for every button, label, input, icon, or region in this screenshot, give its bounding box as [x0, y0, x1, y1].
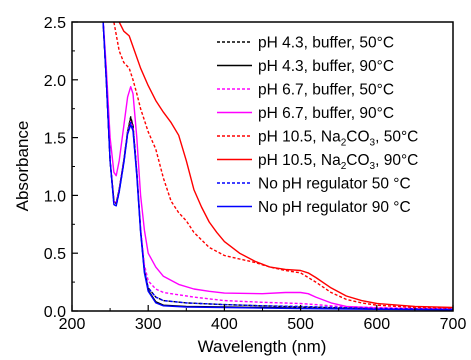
legend-label-part: CO	[346, 152, 369, 169]
legend-label-2: pH 4.3, buffer, 90°C	[258, 58, 394, 75]
y-tick-label: 1.5	[44, 131, 66, 148]
x-tick-label: 700	[440, 316, 467, 333]
legend-label-part: pH 4.3, buffer, 90°C	[258, 58, 394, 75]
legend-label-part: pH 6.7, buffer, 90°C	[258, 105, 394, 122]
series-line-8	[102, 22, 453, 311]
legend-label-part: pH 6.7, buffer, 50°C	[258, 82, 394, 99]
x-tick-label: 300	[135, 316, 162, 333]
y-tick-label: 2.5	[44, 15, 66, 32]
x-axis: 200 300 400 500 600 700	[59, 305, 467, 333]
legend-label-part: 3	[370, 138, 376, 149]
x-axis-title: Wavelength (nm)	[198, 337, 327, 356]
y-axis-title: Absorbance	[13, 121, 32, 212]
series-line-6	[118, 22, 453, 309]
legend-label-3: pH 6.7, buffer, 50°C	[258, 82, 394, 99]
legend-label-5: pH 10.5, Na2CO3, 50°C	[258, 129, 418, 149]
legend-label-4: pH 6.7, buffer, 90°C	[258, 105, 394, 122]
legend-label-1: pH 4.3, buffer, 50°C	[258, 35, 394, 52]
series-line-5	[113, 22, 453, 309]
x-tick-label: 400	[211, 316, 238, 333]
legend-label-part: , 50°C	[375, 129, 418, 146]
legend-label-8: No pH regulator 90 °C	[258, 199, 411, 216]
legend-label-7: No pH regulator 50 °C	[258, 176, 411, 193]
y-tick-label: 2.0	[44, 73, 66, 90]
y-tick-label: 1.0	[44, 188, 66, 205]
plot-area	[71, 21, 454, 312]
y-axis: 0.0 0.5 1.0 1.5 2.0 2.5	[44, 15, 78, 321]
series-line-4	[102, 22, 453, 310]
x-tick-label: 600	[363, 316, 390, 333]
legend-label-part: pH 4.3, buffer, 50°C	[258, 35, 394, 52]
y-tick-label: 0.5	[44, 246, 66, 263]
legend-label-part: pH 10.5, Na	[258, 129, 341, 146]
legend-label-part: No pH regulator 90 °C	[258, 199, 411, 216]
legend-label-part: CO	[346, 129, 369, 146]
y-tick-label: 0.0	[44, 304, 66, 321]
legend-label-part: 3	[370, 161, 376, 172]
x-tick-label: 500	[287, 316, 314, 333]
legend-label-part: 2	[341, 138, 347, 149]
legend-label-6: pH 10.5, Na2CO3, 90°C	[258, 152, 418, 172]
legend-label-part: pH 10.5, Na	[258, 152, 341, 169]
legend-label-part: No pH regulator 50 °C	[258, 176, 411, 193]
x-tick-label: 200	[59, 316, 86, 333]
legend-label-part: , 90°C	[375, 152, 418, 169]
series-layer	[102, 22, 453, 311]
legend-label-part: 2	[341, 161, 347, 172]
legend: pH 4.3, buffer, 50°C pH 4.3, buffer, 90°C…	[217, 35, 418, 216]
